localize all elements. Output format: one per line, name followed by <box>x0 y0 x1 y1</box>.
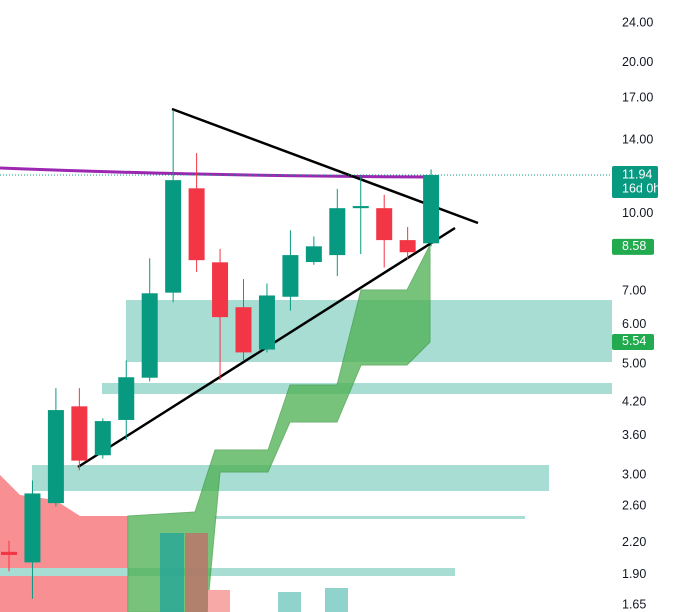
volume-bar <box>278 592 301 612</box>
y-tick-label: 20.00 <box>622 55 653 69</box>
y-tick-label: 4.20 <box>622 394 646 408</box>
y-tick-label: 10.00 <box>622 206 653 220</box>
decorations <box>0 107 612 612</box>
candle-body <box>235 307 252 353</box>
y-tick-label: 2.60 <box>622 499 646 513</box>
candle-body <box>141 293 158 378</box>
candle-body <box>258 295 275 350</box>
candle-body <box>24 493 41 563</box>
y-tick-label: 3.00 <box>622 468 646 482</box>
volume-bar <box>325 588 348 612</box>
price-tag-label: 5.54 <box>622 334 646 348</box>
price-tag <box>612 165 658 198</box>
candle-body <box>47 410 64 504</box>
green-cloud <box>127 244 431 612</box>
candle-body <box>376 208 393 241</box>
zone <box>215 516 525 519</box>
candle-body <box>1 551 17 555</box>
candle-body <box>423 174 440 244</box>
candle-body <box>118 377 135 420</box>
volume-bar <box>185 533 208 612</box>
price-tag-label: 11.94 <box>622 167 652 181</box>
candle-body <box>352 206 369 209</box>
candle-body <box>399 240 416 253</box>
price-tag <box>612 238 654 255</box>
red-cloud <box>0 475 128 612</box>
volume-bar <box>208 590 230 612</box>
price-tag <box>612 333 654 350</box>
candle-body <box>329 208 346 256</box>
zone <box>102 383 612 394</box>
y-tick-label: 1.65 <box>622 598 646 612</box>
candle-body <box>188 188 205 261</box>
volume-bar <box>160 533 184 612</box>
candle-body <box>212 262 229 318</box>
candle-body <box>282 255 299 297</box>
candle-body <box>165 180 182 293</box>
y-tick-label: 2.20 <box>622 535 646 549</box>
candle-body <box>71 406 88 461</box>
y-tick-label: 3.60 <box>622 428 646 442</box>
y-tick-label: 6.00 <box>622 317 646 331</box>
candle-body <box>305 246 322 263</box>
price-tag-label: 8.58 <box>622 239 646 253</box>
y-tick-label: 14.00 <box>622 133 653 147</box>
y-tick-label: 1.90 <box>622 567 646 581</box>
ma-line <box>0 166 431 179</box>
y-tick-label: 24.00 <box>622 15 653 29</box>
y-tick-label: 17.00 <box>622 90 653 104</box>
y-tick-label: 5.00 <box>622 357 646 371</box>
countdown: 16d 0h <box>622 181 660 195</box>
y-tick-label: 7.00 <box>622 283 646 297</box>
candle-body <box>94 421 111 456</box>
zone <box>0 568 455 576</box>
zone <box>32 465 549 491</box>
